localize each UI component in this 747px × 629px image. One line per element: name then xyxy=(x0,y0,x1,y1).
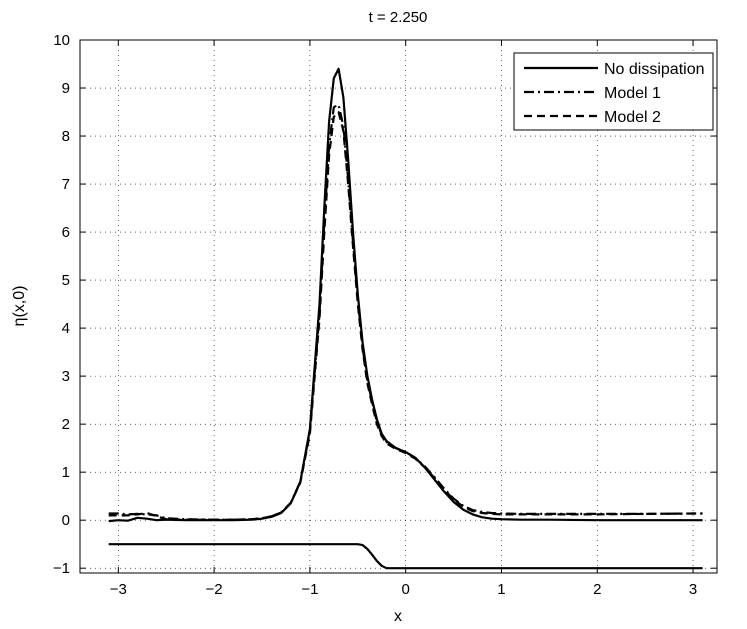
x-tick-label: 2 xyxy=(593,581,601,598)
x-tick-label: 3 xyxy=(689,581,697,598)
plot-frame xyxy=(79,39,718,574)
ticks: −3 −2 −1 0 1 2 3 −1 0 1 2 3 4 5 6 7 8 9 10 xyxy=(53,32,717,598)
y-tick-label: 6 xyxy=(62,224,70,241)
series-line-4 xyxy=(108,543,703,570)
x-tick-label: 1 xyxy=(497,581,505,598)
series-line-3 xyxy=(108,110,703,521)
y-tick-label: 2 xyxy=(62,416,70,433)
y-tick-label: 0 xyxy=(62,512,70,529)
y-tick-label: 8 xyxy=(62,128,70,145)
x-tick-label: −1 xyxy=(301,581,318,598)
legend: No dissipation Model 1 Model 2 xyxy=(513,52,714,131)
legend-label: No dissipation xyxy=(604,61,705,78)
x-axis-label: x xyxy=(394,608,402,625)
y-tick-label: 5 xyxy=(62,272,70,289)
chart-title: t = 2.250 xyxy=(369,9,428,26)
y-tick-label: 3 xyxy=(62,368,70,385)
legend-label: Model 1 xyxy=(604,85,661,102)
x-tick-label: −2 xyxy=(206,581,223,598)
y-axis-label: η(x,0) xyxy=(11,286,28,327)
y-tick-label: 4 xyxy=(62,320,70,337)
y-tick-label: 1 xyxy=(62,464,70,481)
y-tick-label: 7 xyxy=(62,176,70,193)
y-tick-label: −1 xyxy=(53,560,70,577)
series-group xyxy=(108,67,703,570)
y-tick-label: 10 xyxy=(53,32,70,49)
x-tick-label: 0 xyxy=(402,581,410,598)
y-tick-label: 9 xyxy=(62,80,70,97)
legend-label: Model 2 xyxy=(604,109,661,126)
x-tick-label: −3 xyxy=(110,581,127,598)
